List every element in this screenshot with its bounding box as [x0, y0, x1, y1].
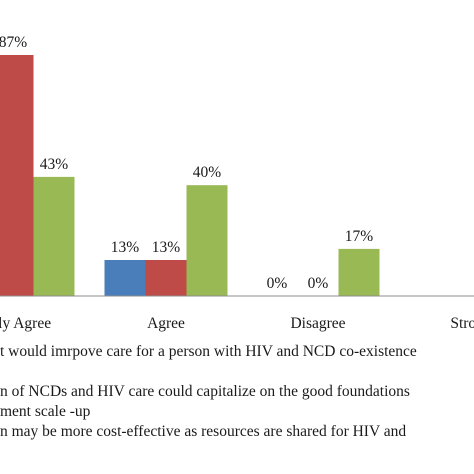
- category-label-2: Disagree: [290, 315, 345, 332]
- category-label-1: Agree: [147, 315, 185, 332]
- legend-entry-2: n of NCDs and HIV care could capitalize …: [0, 383, 410, 400]
- data-label-series1-1: 13%: [111, 239, 140, 256]
- data-label-series2-0: 87%: [0, 34, 27, 51]
- data-label-series3-2: 17%: [345, 228, 374, 245]
- bar-series3-2: [338, 248, 380, 296]
- bar-series2-1: [145, 259, 187, 296]
- category-label-0: ongly Agree: [0, 315, 51, 332]
- legend-entry-1: t would imrpove care for a person with H…: [0, 343, 417, 360]
- data-label-series3-0: 43%: [40, 156, 69, 173]
- data-label-series3-1: 40%: [193, 164, 222, 181]
- bar-series2-0: [0, 55, 34, 296]
- bars-layer: [0, 55, 380, 296]
- bar-series3-0: [33, 176, 75, 296]
- data-label-series1-2: 0%: [267, 275, 288, 292]
- data-label-series2-2: 0%: [308, 275, 329, 292]
- bar-series3-1: [186, 185, 228, 296]
- category-labels-layer: ongly Agree Agree Disagree Strong: [0, 315, 474, 332]
- category-label-3: Strong: [450, 315, 474, 332]
- data-label-series2-1: 13%: [152, 239, 181, 256]
- data-labels-layer: %13%0%87%13%0%43%40%17%0%: [0, 34, 374, 292]
- bar-series1-1: [104, 259, 146, 296]
- legend-entry-3: n may be more cost-effective as resource…: [0, 423, 407, 440]
- legend-entry-2-continued: ment scale -up: [0, 403, 91, 420]
